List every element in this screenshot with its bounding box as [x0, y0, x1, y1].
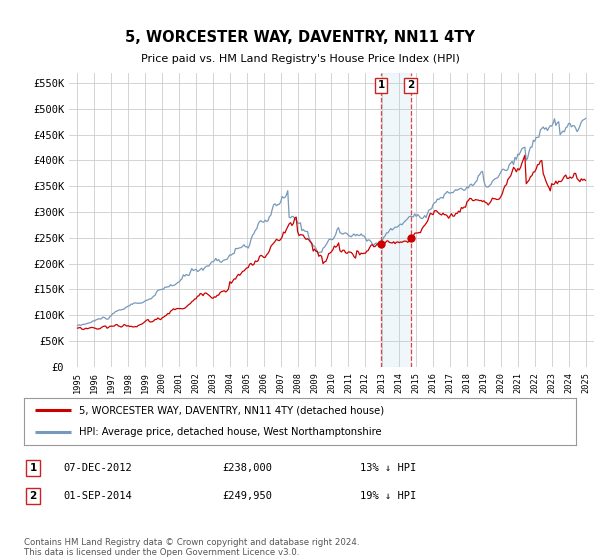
Text: 19% ↓ HPI: 19% ↓ HPI	[360, 491, 416, 501]
Text: 5, WORCESTER WAY, DAVENTRY, NN11 4TY: 5, WORCESTER WAY, DAVENTRY, NN11 4TY	[125, 30, 475, 45]
Text: £249,950: £249,950	[222, 491, 272, 501]
Text: HPI: Average price, detached house, West Northamptonshire: HPI: Average price, detached house, West…	[79, 427, 382, 437]
Text: 2: 2	[29, 491, 37, 501]
Text: £238,000: £238,000	[222, 463, 272, 473]
Text: 2: 2	[407, 80, 414, 90]
Text: 1: 1	[29, 463, 37, 473]
Text: Contains HM Land Registry data © Crown copyright and database right 2024.
This d: Contains HM Land Registry data © Crown c…	[24, 538, 359, 557]
Text: 5, WORCESTER WAY, DAVENTRY, NN11 4TY (detached house): 5, WORCESTER WAY, DAVENTRY, NN11 4TY (de…	[79, 405, 385, 416]
Text: 07-DEC-2012: 07-DEC-2012	[63, 463, 132, 473]
Text: 1: 1	[377, 80, 385, 90]
Text: 01-SEP-2014: 01-SEP-2014	[63, 491, 132, 501]
Bar	[381, 73, 410, 367]
Text: Price paid vs. HM Land Registry's House Price Index (HPI): Price paid vs. HM Land Registry's House …	[140, 54, 460, 64]
Text: 13% ↓ HPI: 13% ↓ HPI	[360, 463, 416, 473]
